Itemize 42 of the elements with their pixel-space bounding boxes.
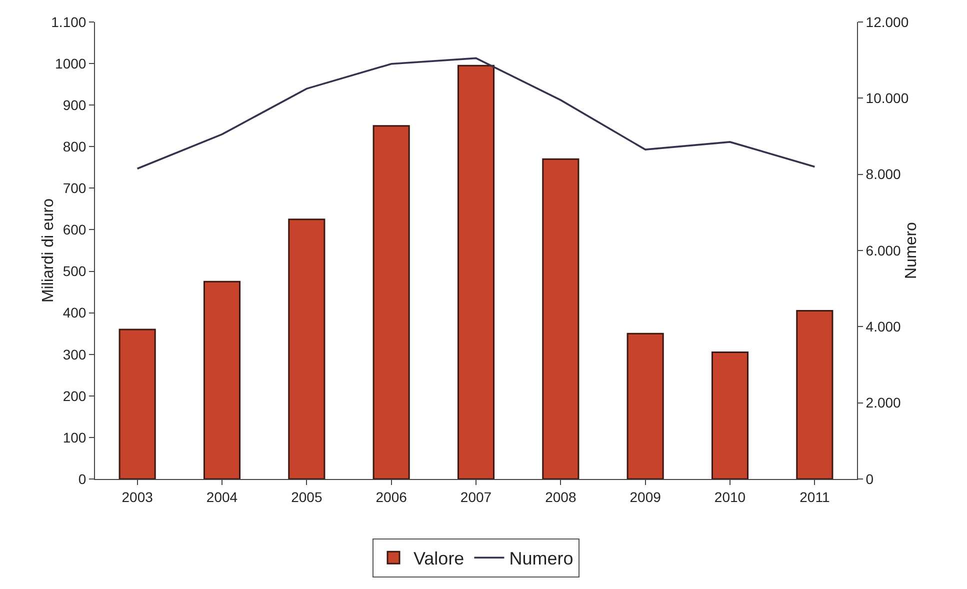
line-series [136, 57, 816, 170]
x-tick-label: 2004 [206, 488, 238, 505]
y2-tick-label: 2.000 [866, 394, 902, 411]
x-tick-label: 2007 [460, 488, 492, 505]
bar [711, 352, 749, 479]
y-tick-label: 800 [62, 138, 86, 155]
y-tick-label: 200 [62, 388, 86, 404]
bar [796, 310, 834, 479]
y-tick-label: 700 [62, 180, 86, 196]
bar [457, 64, 495, 479]
y-tick-label: 1.100 [51, 14, 86, 30]
x-tick-label: 2011 [800, 488, 830, 505]
y2-tick-label: 10.000 [866, 90, 909, 106]
bar [288, 218, 326, 479]
y2-tick-label: 4.000 [866, 318, 902, 335]
y-tick-label: 600 [62, 222, 86, 238]
x-tick-label: 2005 [291, 488, 322, 505]
bar [542, 158, 580, 479]
x-tick-label: 2006 [376, 488, 408, 505]
x-tick-label: 2008 [545, 488, 576, 505]
y2-tick-label: 12.000 [866, 14, 909, 30]
y2-tick-label: 0 [866, 470, 874, 487]
bar [626, 332, 664, 479]
y-tick-label: 0 [78, 470, 86, 487]
bar [203, 280, 241, 479]
y-tick-label: 1000 [55, 55, 86, 72]
y2-tick-label: 8.000 [866, 166, 902, 182]
y-tick-label: 300 [62, 346, 86, 362]
legend-label: Valore [414, 548, 464, 569]
y-tick-label: 900 [62, 96, 86, 113]
y-axis-title: Miliardi di euro [40, 198, 57, 303]
x-tick-label: 2010 [714, 488, 746, 505]
y2-axis-title: Numero [903, 222, 920, 279]
y2-tick-label: 6.000 [866, 242, 902, 258]
x-tick-label: 2009 [630, 488, 662, 505]
bar [118, 328, 156, 479]
x-tick-label: 2003 [122, 488, 154, 505]
y-tick-label: 100 [62, 429, 86, 446]
y-tick-label: 400 [62, 304, 86, 321]
y-tick-label: 500 [62, 263, 86, 280]
legend-label: Numero [509, 548, 574, 569]
bar [372, 125, 410, 479]
